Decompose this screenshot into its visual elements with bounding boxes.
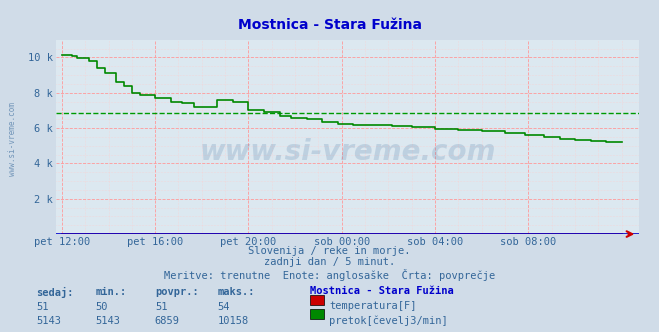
Text: Mostnica - Stara Fužina: Mostnica - Stara Fužina bbox=[237, 18, 422, 32]
Text: 51: 51 bbox=[155, 302, 167, 312]
Text: povpr.:: povpr.: bbox=[155, 287, 198, 297]
Text: Slovenija / reke in morje.: Slovenija / reke in morje. bbox=[248, 246, 411, 256]
Text: Mostnica - Stara Fužina: Mostnica - Stara Fužina bbox=[310, 286, 453, 295]
Text: 5143: 5143 bbox=[96, 316, 121, 326]
Text: www.si-vreme.com: www.si-vreme.com bbox=[200, 138, 496, 166]
Text: 6859: 6859 bbox=[155, 316, 180, 326]
Text: 51: 51 bbox=[36, 302, 49, 312]
Text: 54: 54 bbox=[217, 302, 230, 312]
Text: Meritve: trenutne  Enote: anglosaške  Črta: povprečje: Meritve: trenutne Enote: anglosaške Črta… bbox=[164, 269, 495, 281]
Text: maks.:: maks.: bbox=[217, 287, 255, 297]
Text: min.:: min.: bbox=[96, 287, 127, 297]
Text: 50: 50 bbox=[96, 302, 108, 312]
Text: 10158: 10158 bbox=[217, 316, 248, 326]
Text: pretok[čevelj3/min]: pretok[čevelj3/min] bbox=[330, 315, 448, 326]
Text: temperatura[F]: temperatura[F] bbox=[330, 301, 417, 311]
Text: zadnji dan / 5 minut.: zadnji dan / 5 minut. bbox=[264, 257, 395, 267]
Text: sedaj:: sedaj: bbox=[36, 287, 74, 298]
Text: www.si-vreme.com: www.si-vreme.com bbox=[8, 103, 17, 176]
Text: 5143: 5143 bbox=[36, 316, 61, 326]
